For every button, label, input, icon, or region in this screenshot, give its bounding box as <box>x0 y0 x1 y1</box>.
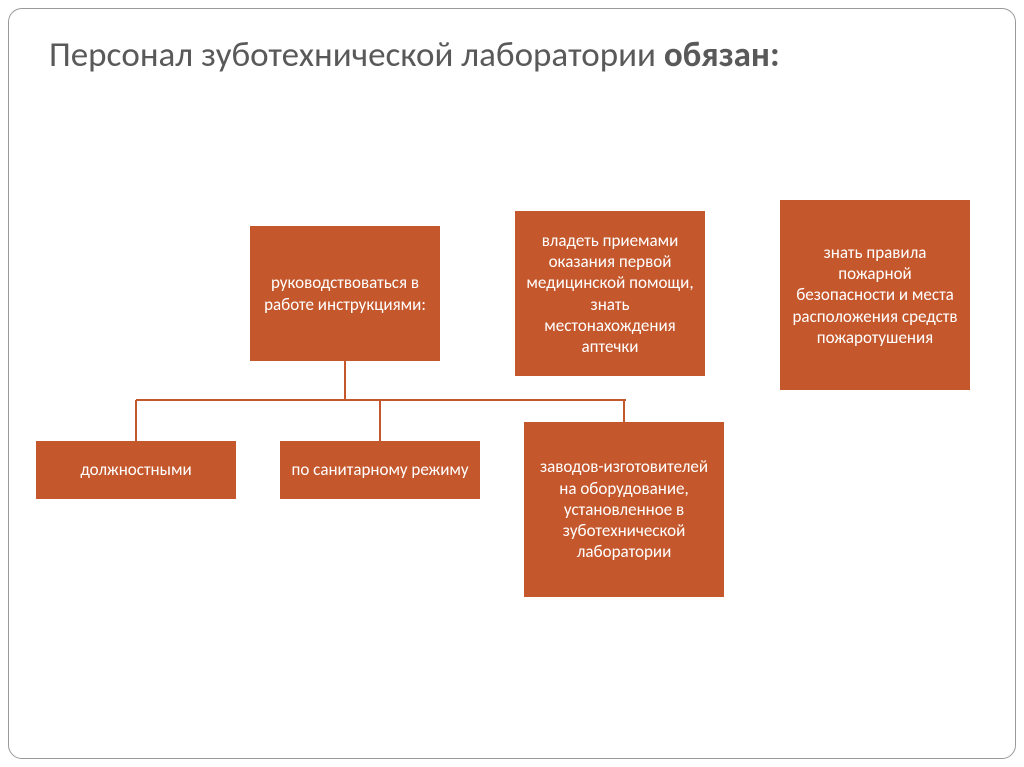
connector-parent-drop <box>344 361 346 400</box>
connector-child-3 <box>623 400 625 422</box>
node-c2: по санитарному режиму <box>280 441 480 499</box>
node-n3: знать правила пожарной безопасности и ме… <box>780 200 970 390</box>
connector-bus <box>136 399 626 401</box>
connector-child-2 <box>379 400 381 441</box>
node-n1: руководствоваться в работе инструкциями: <box>250 226 440 361</box>
connector-child-1 <box>135 400 137 441</box>
node-c1: должностными <box>36 441 236 499</box>
node-c3: заводов-изготовителей на оборудование, у… <box>524 422 724 597</box>
org-diagram: руководствоваться в работе инструкциями:… <box>0 0 1024 767</box>
node-n2: владеть приемами оказания первой медицин… <box>515 211 705 376</box>
